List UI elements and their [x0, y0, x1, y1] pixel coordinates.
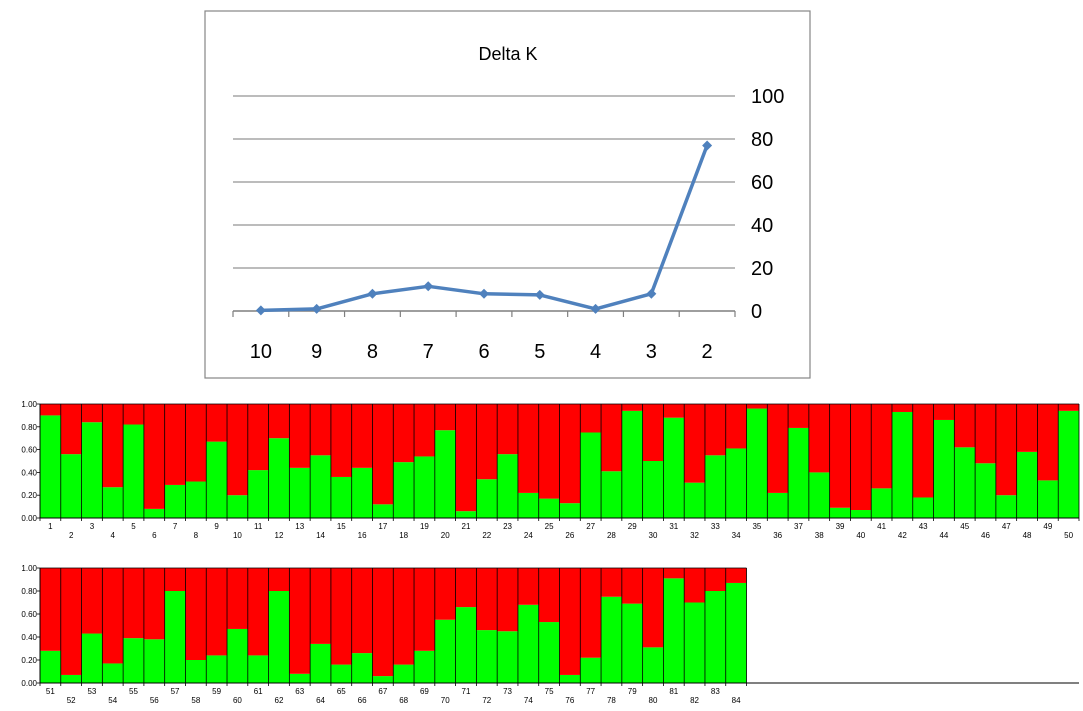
delta-k-point	[702, 140, 713, 151]
delta-k-point	[534, 289, 545, 300]
delta-k-y-tick-label: 0	[751, 301, 762, 323]
delta-k-point	[255, 305, 266, 316]
delta-k-y-tick-label: 80	[751, 129, 773, 151]
delta-k-y-tick-label: 60	[751, 172, 773, 194]
delta-k-y-tick-label: 40	[751, 215, 773, 237]
delta-k-point	[479, 288, 489, 299]
delta-k-point	[311, 303, 322, 314]
delta-k-x-tick-label: 4	[590, 341, 601, 363]
delta-k-title: Delta K	[478, 44, 537, 64]
delta-k-x-tick-label: 3	[646, 341, 657, 363]
delta-k-x-tick-label: 5	[534, 341, 545, 363]
delta-k-x-tick-label: 2	[702, 341, 713, 363]
delta-k-x-tick-label: 6	[478, 341, 489, 363]
delta-k-x-tick-label: 10	[250, 341, 272, 363]
delta-k-point	[646, 288, 657, 299]
delta-k-x-tick-label: 7	[423, 341, 434, 363]
delta-k-x-tick-label: 9	[311, 341, 322, 363]
delta-k-x-tick-label: 8	[367, 341, 378, 363]
delta-k-point	[367, 288, 378, 299]
delta-k-point	[423, 281, 434, 292]
delta-k-y-tick-label: 100	[751, 86, 784, 108]
delta-k-chart-frame	[204, 10, 811, 379]
delta-k-point	[590, 303, 601, 314]
delta-k-y-tick-label: 20	[751, 258, 773, 280]
